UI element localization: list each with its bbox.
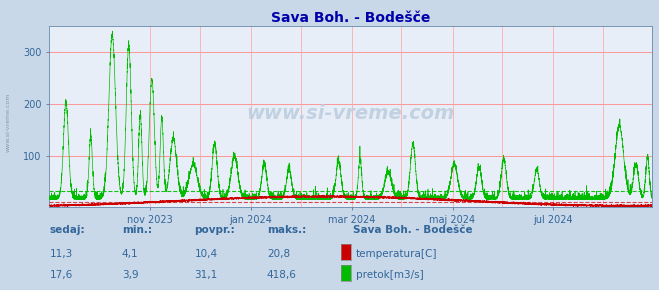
Text: pretok[m3/s]: pretok[m3/s]	[356, 270, 424, 280]
Text: 10,4: 10,4	[194, 249, 217, 259]
Text: min.:: min.:	[122, 225, 152, 235]
Text: povpr.:: povpr.:	[194, 225, 235, 235]
Text: 3,9: 3,9	[122, 270, 138, 280]
Text: 11,3: 11,3	[49, 249, 72, 259]
Text: Sava Boh. - Bodešče: Sava Boh. - Bodešče	[353, 225, 473, 235]
Text: 31,1: 31,1	[194, 270, 217, 280]
Text: 4,1: 4,1	[122, 249, 138, 259]
Text: 17,6: 17,6	[49, 270, 72, 280]
Text: maks.:: maks.:	[267, 225, 306, 235]
Text: www.si-vreme.com: www.si-vreme.com	[5, 92, 11, 152]
Text: 418,6: 418,6	[267, 270, 297, 280]
Text: sedaj:: sedaj:	[49, 225, 85, 235]
Title: Sava Boh. - Bodešče: Sava Boh. - Bodešče	[272, 11, 430, 25]
Text: www.si-vreme.com: www.si-vreme.com	[246, 104, 455, 123]
Text: temperatura[C]: temperatura[C]	[356, 249, 438, 259]
Text: 20,8: 20,8	[267, 249, 290, 259]
